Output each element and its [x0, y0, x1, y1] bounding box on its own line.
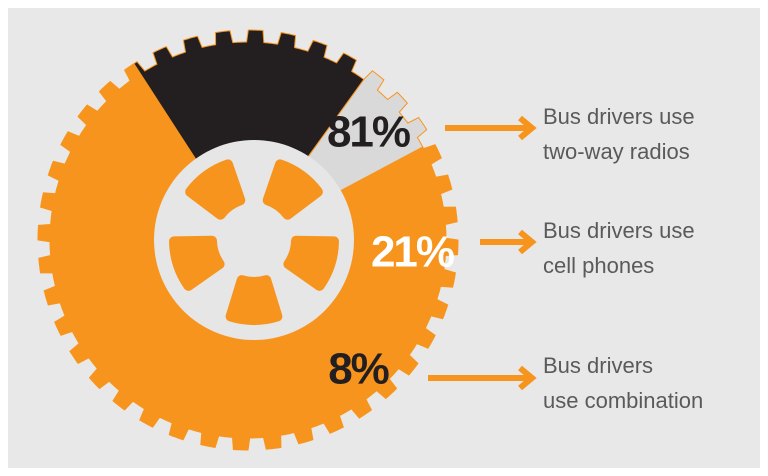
hub-spoke [185, 159, 246, 220]
annotation-line: Bus drivers use [543, 218, 695, 243]
hub-spoke [169, 235, 225, 291]
annotation-line: Bus drivers use [543, 104, 695, 129]
hub-spoke [283, 235, 339, 291]
pie-slice [37, 63, 459, 451]
annotation-line: cell phones [543, 253, 654, 278]
value-label: 21% [371, 228, 454, 277]
pie-slice [133, 29, 365, 168]
annotation-line: Bus drivers [543, 353, 653, 378]
hub-spoke [262, 159, 323, 220]
value-label: 8% [328, 345, 388, 394]
arrow-head [518, 115, 537, 141]
value-label: 81% [327, 108, 410, 157]
annotation-line: two-way radios [543, 139, 690, 164]
hub-spoke [225, 275, 283, 325]
pie-slice [299, 70, 428, 199]
annotation-line: use combination [543, 388, 703, 413]
arrow-head [518, 229, 537, 255]
arrow-head [518, 365, 537, 391]
